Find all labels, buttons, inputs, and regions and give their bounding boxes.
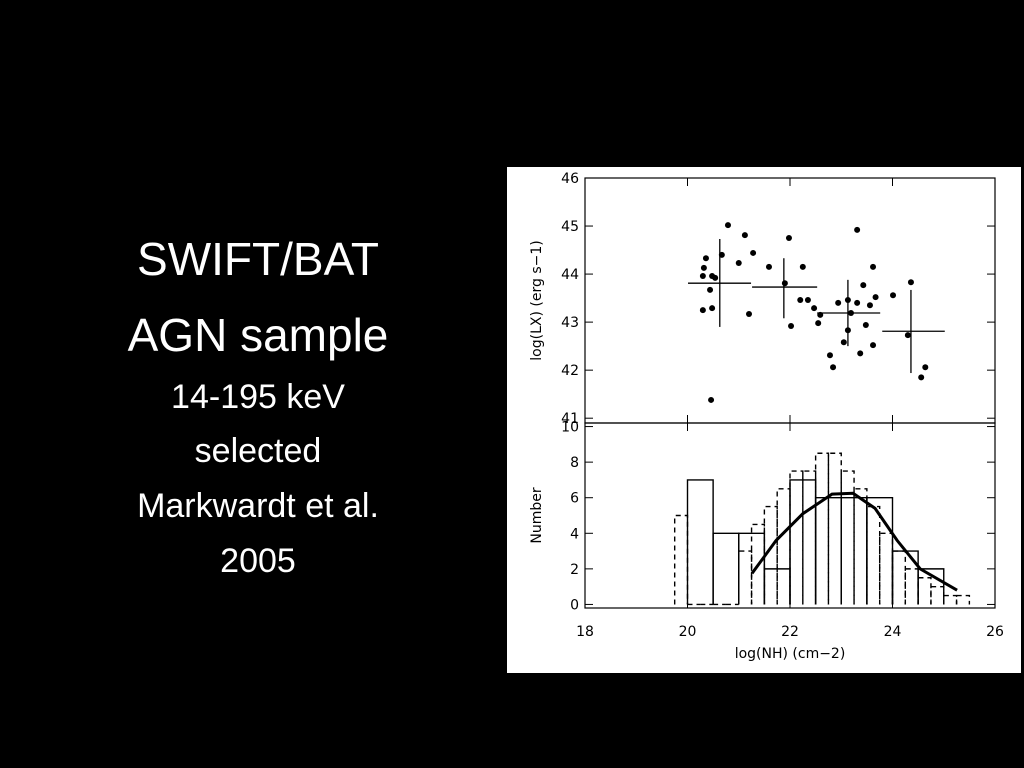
subtitle-line: selected xyxy=(194,432,322,470)
y-tick-label: 42 xyxy=(561,363,579,379)
point xyxy=(735,260,742,267)
histogram-bar xyxy=(673,514,689,605)
y-axis-label: Number xyxy=(529,487,545,543)
point xyxy=(918,374,925,381)
histogram-bar xyxy=(840,470,855,605)
histogram-bar xyxy=(789,470,804,605)
histogram-bar xyxy=(917,577,932,605)
point xyxy=(785,235,792,242)
y-tick-label: 10 xyxy=(561,420,579,436)
point xyxy=(811,305,818,312)
point xyxy=(797,297,804,304)
y-tick-label: 44 xyxy=(561,267,579,283)
histogram-bar xyxy=(802,470,817,605)
point xyxy=(835,299,842,306)
point xyxy=(870,342,877,349)
point xyxy=(866,302,873,309)
y-tick-label: 6 xyxy=(570,491,579,507)
point xyxy=(815,320,822,327)
point xyxy=(700,264,707,271)
histogram-bar xyxy=(955,594,971,605)
histogram-bar xyxy=(738,550,753,605)
histogram-bar xyxy=(943,594,958,605)
point xyxy=(922,364,929,371)
point xyxy=(907,279,914,286)
point xyxy=(804,297,811,304)
title-line: AGN sample xyxy=(127,309,389,361)
x-tick-label: 22 xyxy=(781,624,799,640)
histogram-bar xyxy=(866,505,881,605)
histogram-bar xyxy=(750,523,766,605)
point xyxy=(870,263,877,270)
y-tick-label: 43 xyxy=(561,315,579,331)
y-tick-label: 46 xyxy=(561,171,579,187)
point xyxy=(709,305,716,312)
histogram-bar xyxy=(930,585,945,605)
histogram-bar xyxy=(904,568,919,605)
point xyxy=(699,273,706,279)
histogram-bar xyxy=(891,550,907,605)
point xyxy=(708,396,715,403)
subtitle-line: 14-195 keV xyxy=(171,378,345,416)
subtitle-line: Markwardt et al. xyxy=(137,487,379,525)
point xyxy=(840,339,847,346)
point xyxy=(857,350,864,357)
y-tick-label: 45 xyxy=(561,219,579,235)
point xyxy=(854,299,861,306)
point xyxy=(904,332,911,339)
point xyxy=(699,307,706,314)
point xyxy=(702,255,709,262)
y-tick-label: 8 xyxy=(570,455,579,471)
x-tick-label: 26 xyxy=(986,624,1004,640)
point xyxy=(712,274,719,281)
histogram-bar xyxy=(814,452,830,605)
point xyxy=(872,294,879,301)
point xyxy=(741,232,748,239)
point xyxy=(724,222,731,229)
point xyxy=(830,364,837,371)
y-tick-label: 41 xyxy=(561,411,579,427)
x-tick-label: 24 xyxy=(884,624,902,640)
histogram-bar xyxy=(776,488,791,605)
point xyxy=(707,286,714,293)
histogram-bar xyxy=(878,532,894,605)
point xyxy=(799,263,806,270)
point xyxy=(860,282,867,289)
y-tick-label: 0 xyxy=(570,597,579,613)
y-axis-label: log(LX) (erg s−1) xyxy=(529,240,545,360)
model-curve xyxy=(750,491,958,592)
point xyxy=(746,310,752,317)
histogram-bar xyxy=(853,488,868,605)
point xyxy=(781,280,788,287)
x-tick-label: 18 xyxy=(576,624,594,640)
y-tick-label: 2 xyxy=(570,562,579,578)
histogram-bar xyxy=(827,452,842,605)
point xyxy=(890,292,897,299)
point xyxy=(765,263,772,270)
x-axis-label: log(NH) (cm−2) xyxy=(735,646,846,662)
x-tick-label: 20 xyxy=(679,624,697,640)
subtitle-line: 2005 xyxy=(220,542,296,580)
point xyxy=(862,322,869,328)
point xyxy=(826,352,833,359)
y-tick-label: 4 xyxy=(570,526,579,542)
point xyxy=(750,249,757,256)
title-line: SWIFT/BAT xyxy=(137,233,379,285)
point xyxy=(788,322,795,329)
point xyxy=(854,226,861,233)
